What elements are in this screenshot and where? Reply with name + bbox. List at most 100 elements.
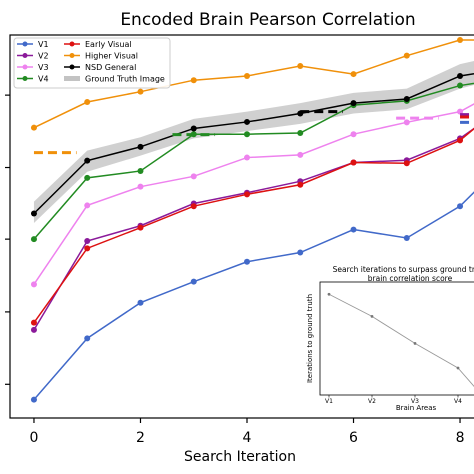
data-point-v4 bbox=[84, 174, 91, 181]
data-point-v3 bbox=[30, 281, 37, 288]
data-point-nsd-general bbox=[350, 100, 357, 107]
data-point-v1 bbox=[190, 278, 197, 285]
data-point-early-visual bbox=[457, 137, 464, 144]
data-point-v1 bbox=[403, 234, 410, 241]
data-point-nsd-general bbox=[84, 157, 91, 164]
data-point-nsd-general bbox=[457, 72, 464, 79]
legend-entry-v1: V1 bbox=[17, 40, 49, 49]
x-tick-label: 4 bbox=[243, 430, 252, 446]
inset-x-tick-label: V1 bbox=[325, 398, 333, 405]
data-point-v3 bbox=[403, 119, 410, 126]
legend-entry-nsd-general: NSD General bbox=[64, 63, 136, 72]
x-axis-label: Search Iteration bbox=[184, 449, 296, 465]
inset-title: brain correlation score bbox=[368, 274, 453, 283]
data-point-higher-visual bbox=[457, 36, 464, 43]
plot-area bbox=[30, 36, 474, 403]
data-point-nsd-general bbox=[137, 143, 144, 150]
data-point-v2 bbox=[30, 326, 37, 333]
x-tick-label: 0 bbox=[30, 430, 39, 446]
data-point-early-visual bbox=[350, 159, 357, 166]
y-axis bbox=[5, 94, 10, 385]
x-axis: 0 2 4 6 8 bbox=[30, 418, 464, 446]
inset-x-tick-label: V3 bbox=[411, 398, 419, 405]
data-point-early-visual bbox=[297, 181, 304, 188]
data-point-early-visual bbox=[244, 191, 250, 198]
data-point-v1 bbox=[350, 226, 357, 233]
data-point-early-visual bbox=[84, 245, 91, 252]
legend-label: Early Visual bbox=[85, 40, 132, 49]
data-point-v3 bbox=[457, 108, 464, 115]
data-point-v3 bbox=[350, 131, 357, 138]
legend-label: V1 bbox=[38, 40, 49, 49]
inset-y-axis-label: Iterations to ground truth bbox=[306, 294, 314, 383]
data-point-nsd-general bbox=[30, 210, 37, 217]
series-line-early-visual bbox=[33, 127, 474, 324]
data-point-higher-visual bbox=[350, 71, 357, 78]
legend-entry-ground-truth-image: Ground Truth Image bbox=[64, 75, 165, 84]
data-point-v4 bbox=[457, 82, 464, 89]
data-point-early-visual bbox=[190, 203, 197, 210]
inset-frame bbox=[319, 281, 474, 396]
legend-label: V2 bbox=[38, 52, 49, 61]
inset-x-axis-label: Brain Areas bbox=[396, 404, 437, 412]
series-line-v3 bbox=[33, 103, 474, 285]
data-point-higher-visual bbox=[30, 124, 37, 131]
data-point-nsd-general bbox=[190, 125, 197, 132]
data-point-v3 bbox=[244, 154, 250, 161]
series-v3 bbox=[30, 103, 474, 288]
legend-label: Ground Truth Image bbox=[85, 75, 165, 84]
legend-entry-v2: V2 bbox=[17, 52, 49, 61]
data-point-v1 bbox=[297, 249, 304, 256]
data-point-v3 bbox=[297, 151, 304, 158]
data-point-v1 bbox=[30, 396, 37, 403]
data-point-v2 bbox=[84, 238, 91, 245]
data-point-v3 bbox=[84, 202, 91, 209]
ground-truth-band bbox=[33, 60, 474, 224]
series-line-higher-visual bbox=[33, 39, 474, 129]
chart-title: Encoded Brain Pearson Correlation bbox=[120, 10, 415, 30]
legend: V1 V2 V3 V4 Early Visual Higher Visual NSD Gen… bbox=[13, 37, 171, 89]
legend-entry-v3: V3 bbox=[17, 63, 49, 72]
data-point-v3 bbox=[190, 173, 197, 180]
inset-title: Search iterations to surpass ground trut… bbox=[333, 265, 474, 274]
x-tick-label: 6 bbox=[349, 430, 358, 446]
inset-x-tick-label: V2 bbox=[368, 398, 376, 405]
inset-chart: Search iterations to surpass ground trut… bbox=[306, 265, 474, 412]
data-point-higher-visual bbox=[297, 63, 304, 70]
inset-data-point bbox=[370, 314, 374, 318]
inset-data-point bbox=[327, 292, 331, 296]
legend-box bbox=[13, 37, 171, 89]
legend-entry-v4: V4 bbox=[17, 75, 49, 84]
legend-label: V4 bbox=[38, 75, 49, 84]
data-point-v3 bbox=[137, 183, 144, 190]
data-point-v4 bbox=[244, 131, 250, 138]
data-point-higher-visual bbox=[84, 99, 91, 106]
series-early-visual bbox=[30, 127, 474, 326]
data-point-early-visual bbox=[403, 160, 410, 167]
data-point-v1 bbox=[244, 258, 250, 265]
series-higher-visual bbox=[30, 36, 474, 131]
series-nsd-general bbox=[30, 72, 474, 217]
legend-entry-higher-visual: Higher Visual bbox=[64, 52, 138, 61]
series-line-v4 bbox=[33, 82, 474, 240]
data-point-v4 bbox=[137, 167, 144, 174]
data-point-higher-visual bbox=[190, 77, 197, 84]
data-point-v1 bbox=[137, 299, 144, 306]
x-tick-label: 2 bbox=[136, 430, 145, 446]
data-point-v4 bbox=[297, 130, 304, 137]
legend-label: Higher Visual bbox=[85, 52, 138, 61]
data-point-nsd-general bbox=[244, 118, 250, 125]
series-v1 bbox=[30, 191, 474, 403]
series-line-v2 bbox=[33, 127, 474, 331]
series-line-nsd-general bbox=[33, 72, 474, 215]
data-point-v4 bbox=[30, 236, 37, 243]
legend-label: NSD General bbox=[85, 63, 136, 72]
inset-data-point bbox=[413, 342, 417, 345]
inset-x-tick-label: V4 bbox=[454, 398, 462, 405]
inset-background bbox=[318, 280, 474, 397]
inset-data-point bbox=[456, 366, 460, 370]
data-point-nsd-general bbox=[403, 95, 410, 102]
legend-label: V3 bbox=[38, 63, 49, 72]
data-point-higher-visual bbox=[137, 88, 144, 95]
